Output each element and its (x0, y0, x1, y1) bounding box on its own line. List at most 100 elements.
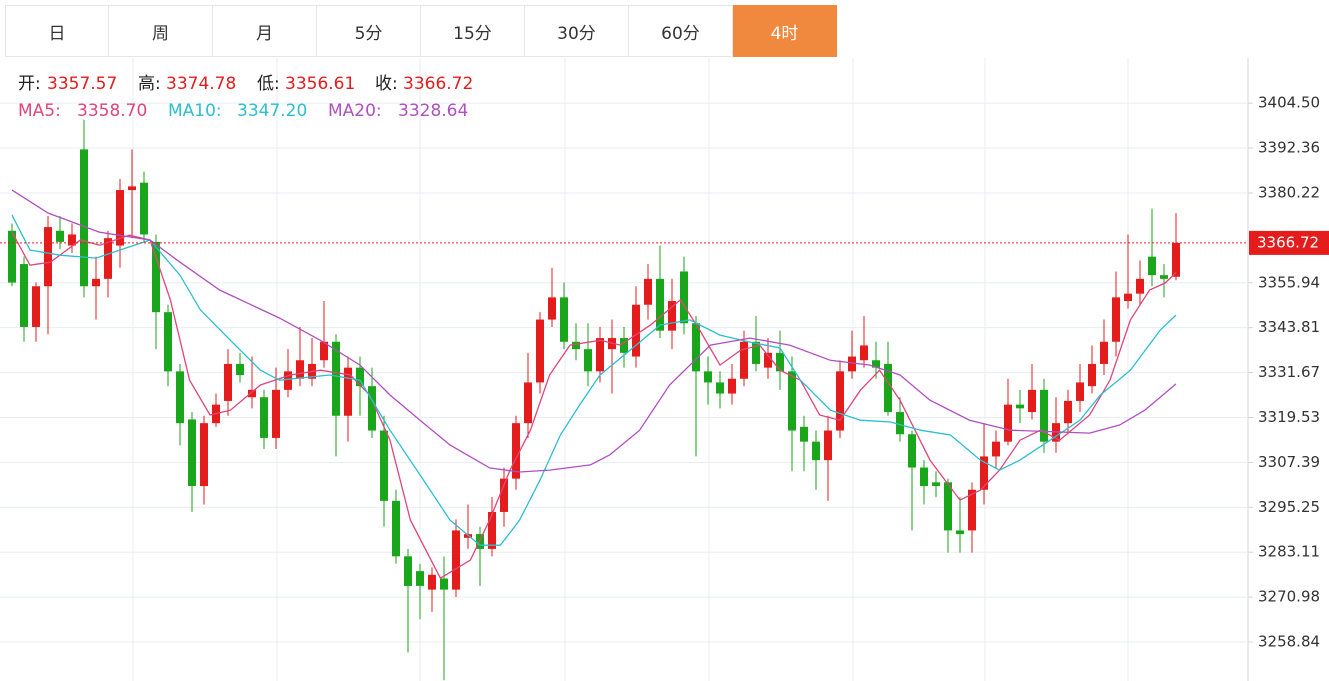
candle-body (248, 389, 256, 398)
candle-body (344, 367, 352, 416)
candle-body (320, 341, 328, 361)
ohlc-label: 高: (138, 74, 161, 94)
candle-body (44, 227, 52, 287)
tab[interactable]: 周 (109, 5, 213, 57)
candle-body (536, 319, 544, 383)
candle-body (188, 419, 196, 487)
candle-body (1088, 363, 1096, 387)
y-tick-label: 3355.94 (1258, 273, 1320, 291)
ohlc-label: 开: (18, 74, 41, 94)
candle-body (1028, 389, 1036, 413)
candle-body (572, 341, 580, 350)
candle-body (776, 352, 784, 372)
y-tick-label: 3307.39 (1258, 453, 1320, 471)
y-tick-label: 3283.11 (1258, 543, 1320, 561)
candle-body (500, 478, 508, 512)
candle-body (80, 149, 88, 287)
candle-body (692, 323, 700, 372)
legend-label: MA10: (168, 101, 222, 121)
candle-body (632, 304, 640, 357)
candle-body (680, 271, 688, 324)
ohlc-value: 3366.72 (403, 74, 473, 94)
candle-body (548, 297, 556, 320)
candle-body (1136, 278, 1144, 294)
candle-body (332, 341, 340, 416)
candle-body (812, 441, 820, 461)
ohlc-label: 收: (375, 74, 398, 94)
legend-label: MA20: (328, 101, 382, 121)
candle-body (488, 511, 496, 549)
candle-body (296, 360, 304, 379)
candle-body (620, 338, 628, 353)
candle-body (416, 571, 424, 586)
candle-body (992, 441, 1000, 457)
candle-body (668, 301, 676, 331)
vertical-grid (132, 58, 1129, 681)
candle-body (860, 345, 868, 361)
y-tick-label: 3331.67 (1258, 363, 1320, 381)
tab[interactable]: 30分 (525, 5, 629, 57)
candle-body (200, 423, 208, 487)
ma-line (11, 231, 1177, 580)
candle-body (1100, 341, 1108, 364)
candle-body (740, 341, 748, 379)
tab[interactable]: 月 (213, 5, 317, 57)
candle-body (392, 500, 400, 557)
candle-body (1016, 404, 1024, 409)
candle-body (140, 182, 148, 235)
candle-body (272, 389, 280, 438)
candle-body (944, 482, 952, 531)
candle-body (92, 278, 100, 287)
candle-body (1112, 297, 1120, 342)
candle-body (1004, 404, 1012, 442)
candle-body (848, 356, 856, 372)
tab[interactable]: 60分 (629, 5, 733, 57)
candle-body (128, 186, 136, 191)
y-tick-label: 3404.50 (1258, 94, 1320, 112)
candle-body (1148, 256, 1156, 276)
candle-body (872, 360, 880, 368)
ma-line (11, 189, 1177, 473)
candle-body (356, 367, 364, 387)
tab[interactable]: 4时 (733, 5, 837, 57)
candle-body (404, 556, 412, 586)
legend-value: 3328.64 (398, 101, 468, 121)
candle-body (596, 338, 604, 372)
ohlc-value: 3374.78 (166, 74, 236, 94)
ohlc-value: 3356.61 (285, 74, 355, 94)
ohlc-label: 低: (257, 74, 280, 94)
candle-body (152, 241, 160, 313)
candle-body (236, 363, 244, 376)
candle-body (752, 341, 760, 364)
tab[interactable]: 5分 (317, 5, 421, 57)
tab[interactable]: 15分 (421, 5, 525, 57)
candle-body (440, 578, 448, 590)
candle-body (380, 430, 388, 501)
candle-body (512, 423, 520, 479)
candle-body (56, 230, 64, 242)
last-price-box (1249, 230, 1329, 255)
candle-body (836, 371, 844, 431)
legend-value: 3358.70 (77, 101, 147, 121)
y-tick-label: 3319.53 (1258, 408, 1320, 426)
legend-value: 3347.20 (237, 101, 307, 121)
tab[interactable]: 日 (5, 5, 109, 57)
candle-body (644, 278, 652, 305)
candle-body (764, 352, 772, 368)
candle-body (788, 371, 796, 431)
candle-body (704, 371, 712, 383)
candle-body (368, 386, 376, 431)
ohlc-value: 3357.57 (47, 74, 117, 94)
tab-bar: 日周月 5分 15分 30分 60分 4时 (5, 5, 837, 58)
y-tick-label: 3380.22 (1258, 183, 1320, 201)
candle-body (20, 264, 28, 327)
candle-body (584, 349, 592, 372)
candle-body (452, 530, 460, 590)
candle-body (116, 190, 124, 246)
candle-body (68, 234, 76, 246)
candle-body (728, 378, 736, 394)
candle-body (176, 371, 184, 424)
candle-body (1172, 242, 1180, 277)
